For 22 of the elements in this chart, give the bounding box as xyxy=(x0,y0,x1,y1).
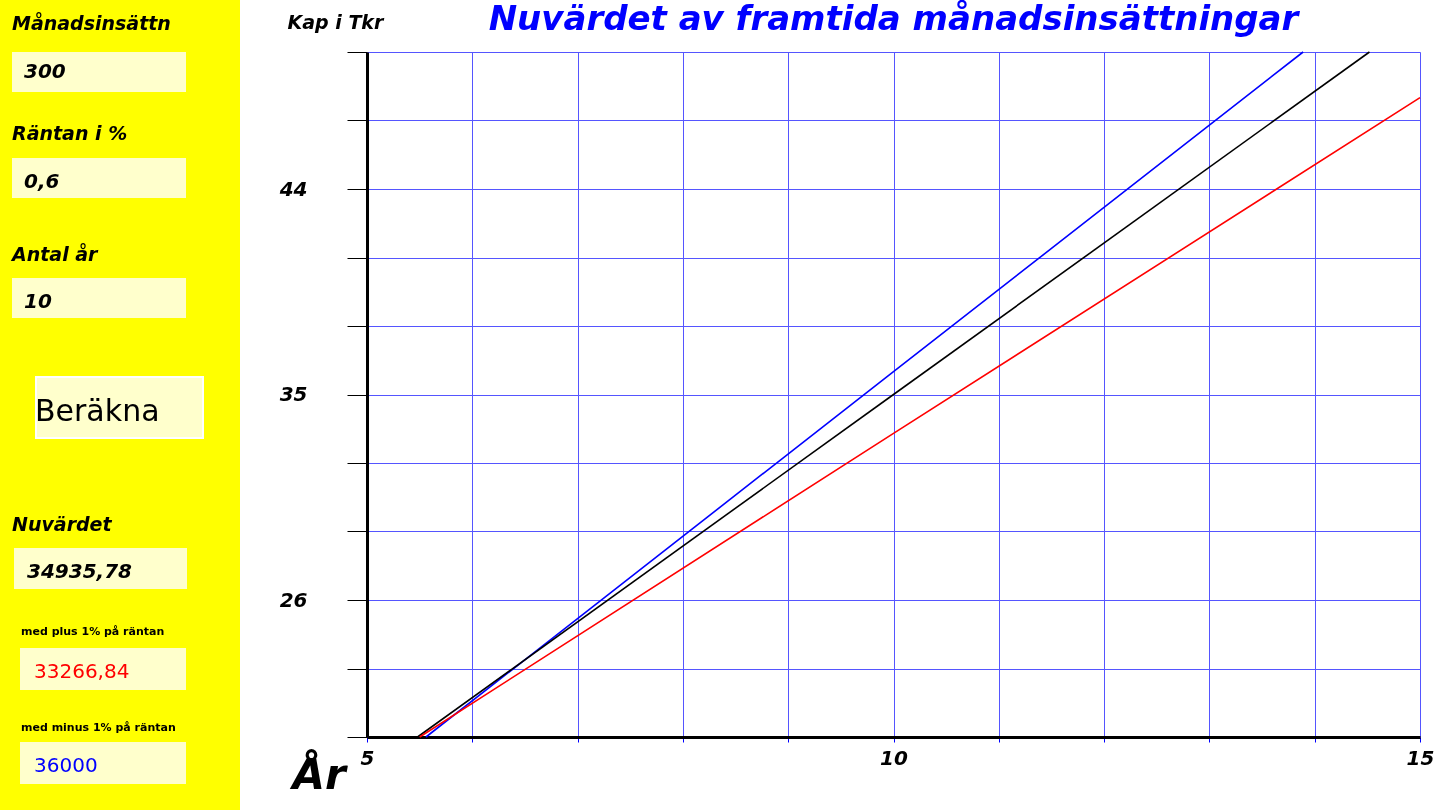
text: 34935,78 xyxy=(27,559,133,583)
text: Månadsinsättn xyxy=(12,11,171,34)
text: med minus 1% på räntan xyxy=(21,721,176,734)
y-axis-title: Kap i Tkr xyxy=(287,10,385,33)
x-tick-label: 5 xyxy=(360,745,375,770)
chart-title: Nuvärdet av framtida månadsinsättningar xyxy=(488,0,1301,38)
y-tick-label: 26 xyxy=(279,587,308,612)
text: 0,6 xyxy=(24,169,60,193)
y-tick-label: 35 xyxy=(279,382,308,406)
text: 300 xyxy=(24,59,66,83)
y-tick-label: 44 xyxy=(278,176,308,201)
text: 10 xyxy=(24,289,52,313)
text: Beräkna xyxy=(35,393,160,428)
text: Räntan i % xyxy=(12,122,128,144)
text: med plus 1% på räntan xyxy=(21,625,165,638)
text: Antal år xyxy=(10,242,100,265)
x-tick-label: 10 xyxy=(880,745,908,770)
text: Nuvärdet xyxy=(12,513,113,535)
x-axis-title: År xyxy=(289,748,348,799)
text: 33266,84 xyxy=(34,659,130,683)
text: 36000 xyxy=(34,753,98,777)
x-tick-label: 15 xyxy=(1406,745,1435,770)
